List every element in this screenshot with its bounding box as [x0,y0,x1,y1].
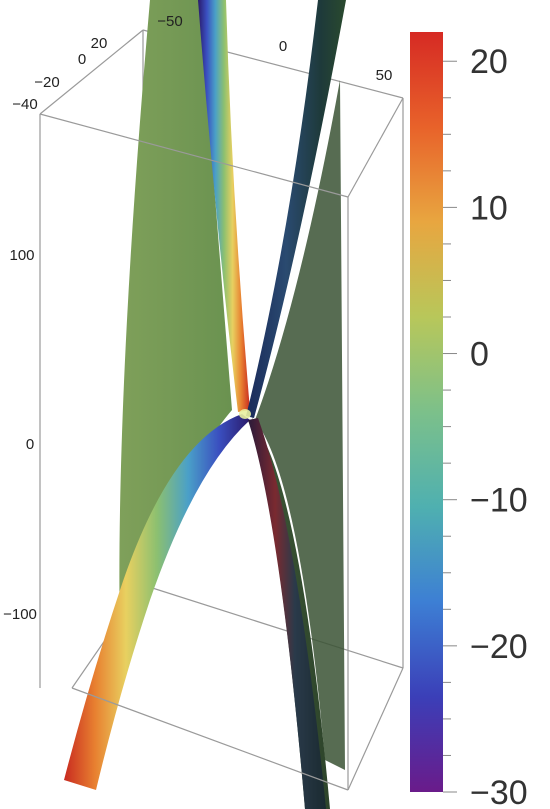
colorbar-tick-label: 10 [470,189,508,227]
y-tick-label: 0 [78,51,86,68]
surface [64,0,346,809]
x-tick-label: −50 [157,13,182,30]
x-tick-label: 0 [279,38,287,55]
box-edge [39,113,349,198]
colorbar-ticks: 20 10 0 −10 −20 −30 [443,43,528,809]
z-tick-label: 100 [9,247,34,264]
surface-band-upper [198,0,250,412]
surface-band-lower-left [64,414,250,790]
box-edge [39,29,144,115]
box-edge [347,667,404,791]
colorbar-tick-label: −20 [470,628,528,666]
z-tick-label: 0 [26,436,34,453]
y-tick-label: 20 [91,35,108,52]
colorbar-tick-label: −30 [470,774,528,809]
surface-band-upper-right [246,0,346,418]
y-tick-label: −40 [12,96,37,113]
colorbar: 20 10 0 −10 −20 −30 [410,32,528,809]
y-tick-label: −20 [34,74,59,91]
box-edge [347,97,404,198]
surface-sheet-upper [119,0,232,640]
box-edge [71,687,349,791]
x-tick-label: 50 [376,67,393,84]
colorbar-tick-label: 0 [470,336,489,374]
surface-band-lower-right [248,418,326,809]
colorbar-bar [410,32,443,792]
surface-sheet-right-fill [255,80,345,770]
colorbar-tick-label: −10 [470,482,528,520]
z-tick-label: −100 [3,606,37,623]
box-front-edges [39,29,404,791]
axis-ticks: −50 0 50 −40 −20 0 20 100 0 −100 [3,13,392,623]
box-edge [142,584,404,669]
colorbar-tick-label: 20 [470,43,508,81]
saddle-point [239,409,251,419]
